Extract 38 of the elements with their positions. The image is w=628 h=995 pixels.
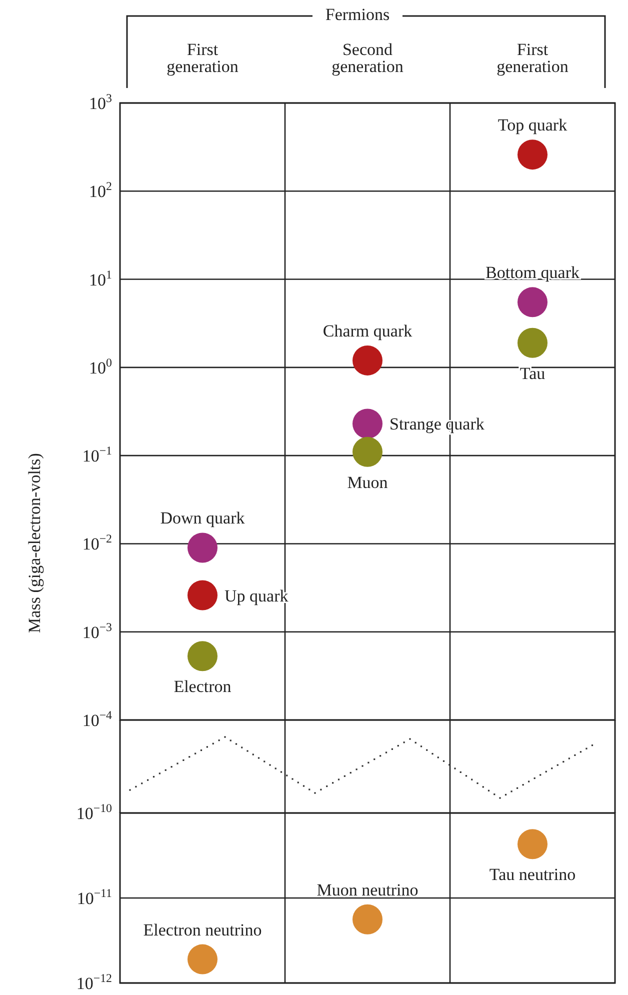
series-label: Tau neutrino <box>489 865 576 884</box>
y-tick-label: 10$^{2}$ <box>89 179 112 202</box>
series-label: Bottom quark <box>486 263 580 282</box>
y-tick-label: 10$^{−3}$ <box>82 620 112 642</box>
chart-title: Fermions <box>325 5 390 24</box>
point <box>352 408 382 439</box>
y-tick-label: 10$^{0}$ <box>89 355 112 378</box>
point <box>352 904 382 934</box>
y-tick-label: 10$^{−11}$ <box>76 886 112 908</box>
x-tick-label: First generation <box>166 40 239 76</box>
series-label: Muon <box>347 472 388 492</box>
point <box>188 944 218 974</box>
y-tick-label: 10$^{3}$ <box>89 91 112 113</box>
y-axis-title: Mass (giga-electron-volts) <box>25 453 44 633</box>
y-tick-label: 10$^{1}$ <box>89 267 112 290</box>
series-label: Electron neutrino <box>143 920 262 940</box>
point <box>518 287 548 318</box>
y-tick-label: 10$^{−2}$ <box>82 532 112 554</box>
point <box>518 829 548 860</box>
x-tick-label: First generation <box>496 40 569 76</box>
point <box>518 328 548 358</box>
series-label: Electron <box>174 677 232 696</box>
series-label: Charm quark <box>322 321 413 340</box>
point <box>518 140 548 170</box>
point <box>352 345 382 376</box>
point <box>188 580 218 610</box>
y-tick-label: 10$^{−1}$ <box>82 444 112 466</box>
y-tick-label: 10$^{−4}$ <box>82 708 112 730</box>
series-label: Tau <box>520 364 546 383</box>
series-label: Muon neutrino <box>316 880 418 900</box>
x-tick-label: Second generation <box>332 40 404 76</box>
point <box>188 641 218 672</box>
y-tick-label: 10$^{−10}$ <box>76 801 112 823</box>
point <box>352 436 382 467</box>
point <box>188 532 218 563</box>
series-label: Down quark <box>160 508 246 528</box>
y-tick-label: 10$^{−12}$ <box>76 971 112 993</box>
series-label: Top quark <box>498 116 568 135</box>
